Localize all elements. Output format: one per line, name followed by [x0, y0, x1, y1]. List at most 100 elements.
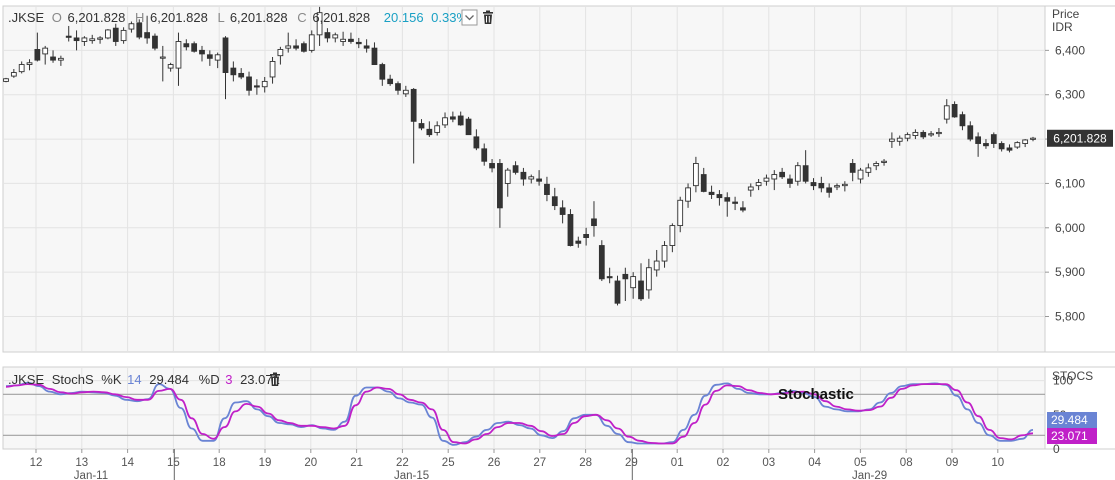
candle: [983, 139, 989, 149]
x-tick-label: 10: [991, 457, 1004, 469]
candle-body: [81, 37, 88, 42]
candle-body: [771, 174, 778, 180]
candle-body: [716, 194, 723, 199]
candle-body: [889, 138, 895, 142]
change-percent: 0.33%: [431, 10, 468, 25]
candle: [904, 132, 911, 142]
candle-body: [57, 57, 64, 61]
candle-body: [849, 163, 856, 173]
candle: [363, 39, 370, 53]
candles: [3, 6, 1036, 306]
candle-body: [1022, 139, 1029, 144]
candle: [395, 81, 401, 95]
trash-icon[interactable]: [270, 372, 280, 387]
candle: [442, 112, 448, 128]
candle-body: [998, 143, 1005, 150]
candle: [638, 263, 644, 301]
candle-body: [206, 54, 213, 59]
candle-body: [442, 117, 448, 126]
candle: [747, 183, 754, 197]
candle-body: [559, 207, 566, 215]
candle: [834, 183, 840, 191]
candle-body: [591, 218, 597, 227]
candle-body: [191, 43, 198, 52]
candle: [677, 196, 684, 233]
price-tick-label: 6,100: [1055, 176, 1085, 190]
candle-body: [34, 49, 41, 61]
candle: [457, 111, 464, 126]
candle: [316, 6, 323, 46]
candle: [81, 36, 88, 46]
chevron-down-icon[interactable]: [461, 9, 478, 26]
x-tick-label: 05: [854, 457, 867, 469]
candle-body: [1014, 142, 1021, 148]
x-tick-label: 03: [762, 457, 775, 469]
candle: [865, 163, 872, 177]
candle-body: [763, 177, 770, 182]
candle-body: [105, 29, 111, 39]
candle: [222, 36, 229, 100]
candle-body: [583, 233, 590, 239]
candle: [645, 258, 652, 299]
candle-body: [857, 169, 864, 180]
candle: [371, 42, 378, 66]
candle-body: [183, 43, 190, 48]
candle: [763, 174, 770, 186]
candle: [708, 185, 715, 199]
d-label: %D: [199, 372, 220, 387]
candle: [1030, 136, 1036, 142]
x-tick-label: 04: [808, 457, 821, 469]
x-tick-label: 12: [30, 457, 43, 469]
x-tick-label: 19: [259, 457, 272, 469]
candle-body: [10, 72, 17, 77]
candle-body: [481, 148, 488, 162]
candle: [794, 162, 801, 186]
x-tick-label: 22: [396, 457, 409, 469]
candle-body: [434, 125, 441, 133]
candle-body: [89, 38, 96, 42]
candle-body: [167, 64, 174, 69]
change-value: 20.156: [384, 10, 424, 25]
candle-body: [489, 163, 495, 169]
candle-body: [293, 45, 299, 49]
candle-body: [175, 41, 182, 69]
price-axis-unit: IDR: [1052, 20, 1073, 34]
candle-body: [575, 240, 582, 244]
open-value: 6,201.828: [68, 10, 126, 25]
x-tick-label: 01: [671, 457, 684, 469]
candle: [536, 170, 542, 186]
candle-body: [747, 186, 754, 191]
trash-icon[interactable]: [483, 10, 493, 25]
candle: [230, 61, 237, 82]
candle: [591, 201, 597, 237]
candle-body: [65, 35, 72, 38]
candle-body: [536, 178, 542, 182]
svg-text:.JKSE StochS %K: .JKSE StochS %K 14 29.484 %D 3 23.071: [8, 372, 280, 387]
x-tick-label: 08: [900, 457, 913, 469]
candle: [606, 267, 613, 284]
candle: [152, 33, 158, 51]
candle-body: [990, 134, 997, 144]
candle-body: [348, 38, 354, 42]
price-tick-label: 6,000: [1055, 221, 1085, 235]
candle-body: [73, 37, 80, 42]
candle: [112, 23, 119, 46]
candle-body: [826, 187, 833, 193]
close-value: 6,201.828: [312, 10, 370, 25]
x-tick-label: 14: [121, 457, 134, 469]
candle: [497, 159, 503, 228]
stochastic-annotation: Stochastic: [778, 386, 854, 403]
candle-body: [3, 78, 9, 82]
candle: [269, 57, 276, 84]
candle: [18, 61, 25, 74]
candle-body: [246, 76, 252, 91]
candle: [661, 241, 668, 268]
x-tick-label: 02: [717, 457, 730, 469]
x-tick-label: 20: [304, 457, 317, 469]
price-axis-title: Price: [1052, 7, 1080, 21]
candle: [889, 132, 895, 148]
candle-body: [379, 64, 386, 80]
candle-body: [222, 37, 229, 73]
candle-body: [936, 131, 942, 135]
candle: [301, 41, 307, 53]
